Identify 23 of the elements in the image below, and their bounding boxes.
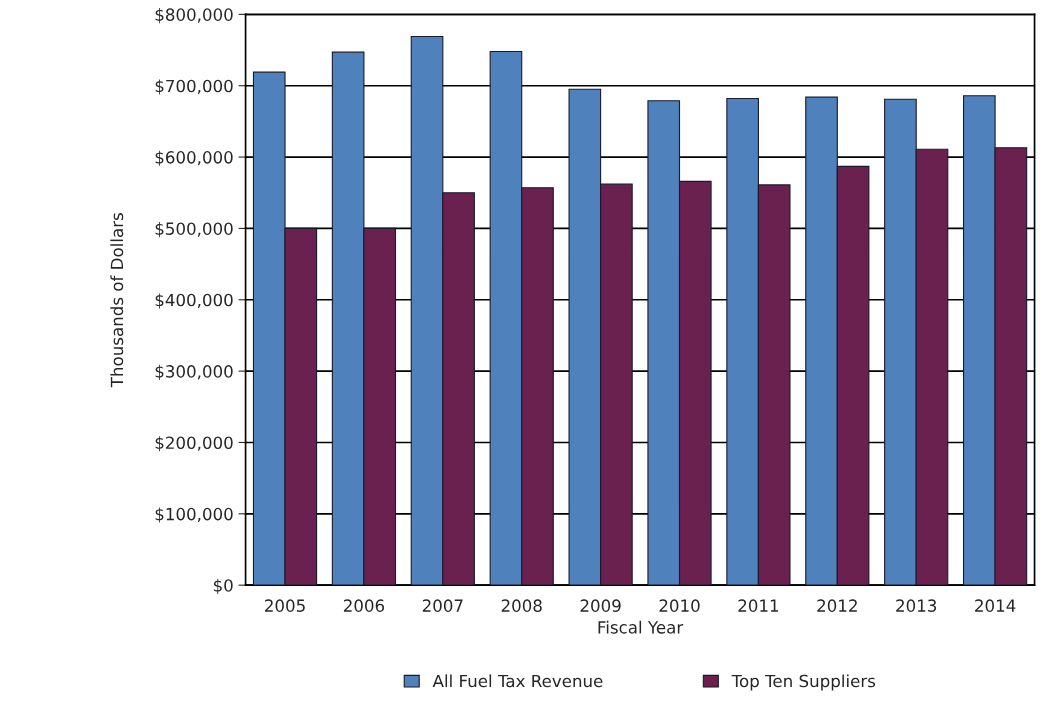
y-tick-label: $200,000 bbox=[155, 436, 233, 452]
y-tick-label: $400,000 bbox=[155, 293, 233, 309]
legend-label: All Fuel Tax Revenue bbox=[432, 674, 603, 688]
x-tick-label: 2005 bbox=[265, 599, 305, 612]
y-tick-label: $700,000 bbox=[155, 79, 233, 95]
x-tick-label: 2008 bbox=[501, 599, 542, 612]
x-tick-label: 2012 bbox=[817, 599, 857, 612]
y-tick-label: $500,000 bbox=[155, 222, 233, 238]
x-axis-title: Fiscal Year bbox=[598, 620, 684, 634]
x-tick-label: 2007 bbox=[422, 599, 463, 612]
x-tick-label: 2013 bbox=[896, 599, 937, 612]
x-tick-label: 2010 bbox=[659, 599, 700, 612]
x-tick-label: 2014 bbox=[975, 599, 1016, 612]
y-tick-label: $800,000 bbox=[155, 8, 233, 24]
legend-label: Top Ten Suppliers bbox=[731, 674, 876, 691]
y-tick-label: $100,000 bbox=[155, 507, 233, 523]
y-tick-label: $600,000 bbox=[155, 150, 233, 166]
y-tick-label: $0 bbox=[213, 578, 233, 594]
y-tick-label: $300,000 bbox=[155, 364, 233, 380]
x-tick-label: 2011 bbox=[738, 599, 779, 612]
y-axis-title: Thousands of Dollars bbox=[110, 213, 124, 388]
x-tick-label: 2009 bbox=[580, 599, 621, 612]
x-tick-label: 2006 bbox=[343, 599, 385, 612]
